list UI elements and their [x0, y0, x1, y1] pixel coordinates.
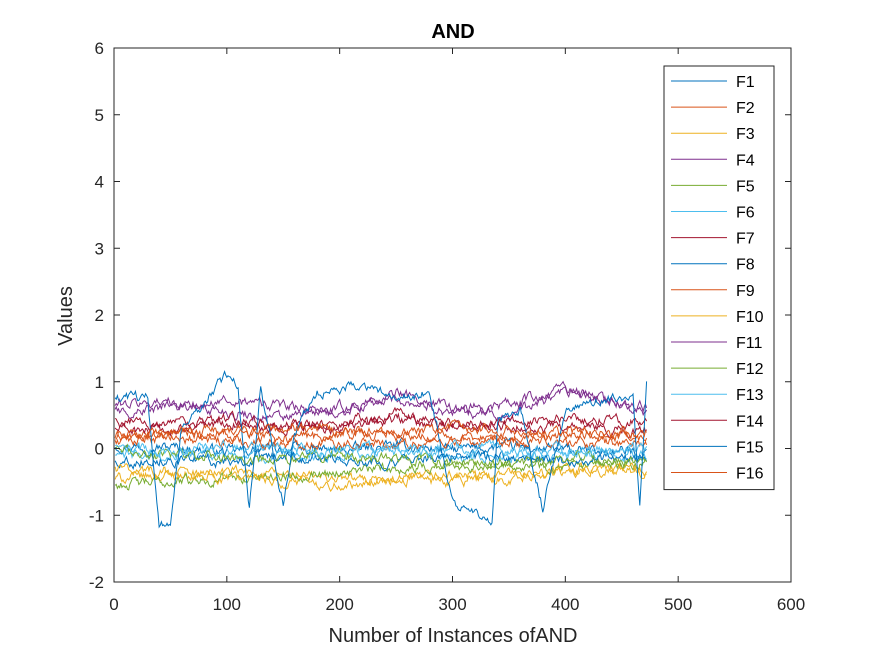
legend-label-f12: F12 [736, 361, 764, 378]
x-tick-label: 600 [777, 595, 805, 614]
series-line-f16 [114, 418, 647, 444]
y-tick-label: 5 [95, 106, 104, 125]
y-tick-label: 1 [95, 373, 104, 392]
x-tick-label: 200 [325, 595, 353, 614]
series-line-f8 [114, 448, 647, 472]
legend-label-f2: F2 [736, 100, 755, 117]
legend-label-f6: F6 [736, 205, 755, 222]
legend-label-f1: F1 [736, 74, 755, 91]
axes: 0 100 200 300 400 500 600 -2 -1 0 1 2 3 4 5 6 [89, 39, 805, 614]
y-tick-label: 3 [95, 239, 104, 258]
legend-box [663, 65, 775, 491]
y-tick-label: -2 [89, 573, 104, 592]
legend-label-f7: F7 [736, 231, 755, 248]
legend-label-f13: F13 [736, 387, 764, 404]
legend-label-f11: F11 [736, 335, 762, 352]
plot-area [114, 370, 648, 529]
x-axis-title: Number of Instances ofAND [329, 625, 578, 647]
y-axis-title: Values [55, 286, 77, 346]
legend-label-f3: F3 [736, 126, 755, 143]
y-tick-label: 6 [95, 39, 104, 58]
series-line-f12 [114, 443, 648, 471]
x-tick-label: 400 [551, 595, 579, 614]
series-line-f9 [114, 423, 648, 447]
legend-label-f14: F14 [736, 413, 764, 430]
x-tick-label: 500 [664, 595, 692, 614]
y-tick-label: 2 [95, 306, 104, 325]
series-line-f10 [114, 462, 647, 493]
x-tick-label: 300 [438, 595, 466, 614]
legend-label-f10: F10 [736, 309, 764, 326]
y-tick-label: 4 [95, 173, 104, 192]
series-line-f7 [114, 412, 647, 440]
legend-label-f8: F8 [736, 257, 755, 274]
x-tick-label: 100 [213, 595, 241, 614]
series-line-f15 [114, 370, 648, 529]
series-line-f14 [114, 406, 648, 437]
legend-label-f5: F5 [736, 178, 755, 195]
y-tick-label: -1 [89, 506, 104, 525]
legend: F1 F2 F3 F4 F5 F6 F7 F8 F9 F10 F11 F12 F13 F14 F15 F16 [663, 65, 775, 491]
y-tick-label: 0 [95, 440, 104, 459]
legend-label-f4: F4 [736, 152, 755, 169]
x-tick-label: 0 [109, 595, 118, 614]
chart-title: AND [431, 21, 474, 43]
legend-label-f16: F16 [736, 466, 764, 483]
series-line-f3 [114, 461, 648, 488]
legend-label-f9: F9 [736, 283, 755, 300]
legend-label-f15: F15 [736, 439, 764, 456]
